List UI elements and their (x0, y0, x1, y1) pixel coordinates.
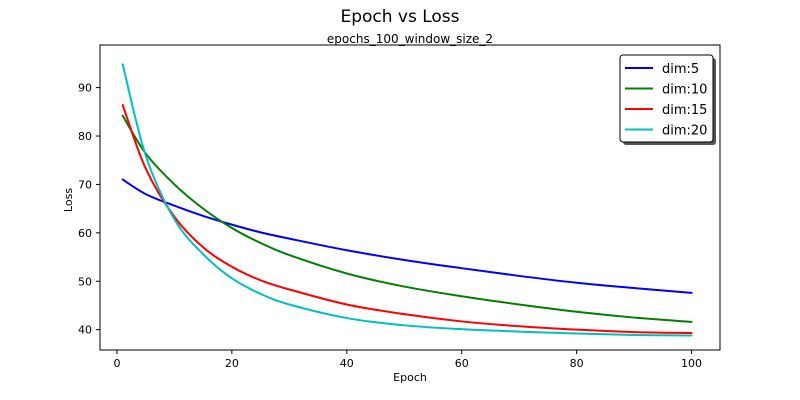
legend-label: dim:10 (662, 83, 707, 98)
chart-subtitle: epochs_100_window_size_2 (327, 32, 493, 46)
x-tick-label: 40 (340, 357, 354, 370)
series-line-dim-20 (121, 63, 693, 337)
legend-box (619, 54, 714, 143)
x-axis-label: Epoch (393, 371, 427, 384)
y-axis-ticks: 40 50 60 70 80 90 (78, 82, 100, 337)
legend-label: dim:20 (662, 124, 707, 139)
legend: dim:5 dim:10 dim:15 dim:20 (619, 54, 716, 145)
series-line-dim-15 (121, 104, 693, 335)
x-axis-ticks: 0 20 40 60 80 100 (113, 350, 702, 370)
y-tick-label: 50 (78, 275, 92, 288)
x-tick-label: 100 (681, 357, 702, 370)
y-tick-label: 90 (78, 82, 92, 95)
y-tick-label: 70 (78, 178, 92, 191)
y-tick-label: 40 (78, 324, 92, 337)
y-tick-label: 60 (78, 227, 92, 240)
x-tick-label: 20 (225, 357, 239, 370)
legend-label: dim:5 (662, 62, 699, 77)
x-tick-label: 60 (455, 357, 469, 370)
legend-label: dim:15 (662, 103, 707, 118)
series-lines (121, 63, 693, 337)
y-axis-label: Loss (62, 188, 75, 212)
y-tick-label: 80 (78, 130, 92, 143)
series-line-dim-5 (121, 178, 693, 294)
x-tick-label: 80 (570, 357, 584, 370)
axes-frame (99, 44, 721, 351)
chart-title: Epoch vs Loss (340, 7, 459, 27)
series-line-dim-10 (121, 114, 693, 323)
x-tick-label: 0 (113, 357, 120, 370)
